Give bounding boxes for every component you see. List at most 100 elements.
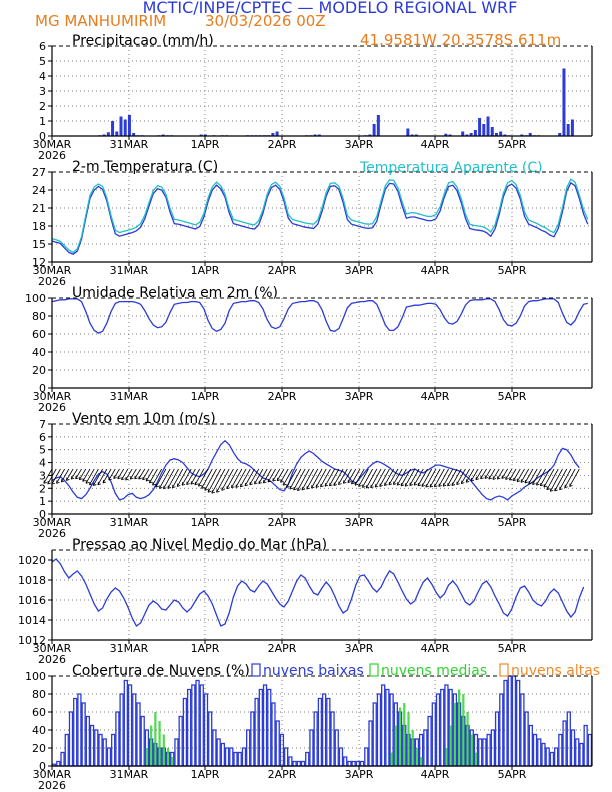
wind-arrow-head	[75, 475, 79, 480]
wind-arrow	[442, 468, 454, 487]
precip-bar	[558, 133, 562, 136]
x-tick-label: 30MAR	[33, 264, 72, 277]
wind-arrow-head	[365, 485, 370, 489]
y-tick-label: 1	[39, 495, 46, 508]
y-tick-label: 3	[39, 85, 46, 98]
x-tick-label: 5APR	[498, 390, 527, 403]
wind-arrow	[501, 468, 508, 479]
wind-arrow	[413, 468, 424, 486]
wind-arrow-head	[231, 484, 235, 489]
cloud-bar-low	[140, 715, 145, 767]
wind-arrow-head	[559, 486, 563, 491]
wind-arrow	[351, 468, 361, 485]
y-tick-label: 4	[39, 457, 46, 470]
wind-arrow	[92, 468, 103, 486]
y-tick-label: 5	[39, 444, 46, 457]
panel-1: 0 1 2 3 4 5 6 30MAR 31MAR 1APR 2APR 3APR 4APR 5APR 202…	[33, 33, 593, 162]
wind-arrow	[343, 468, 352, 484]
cloud-bar-low	[85, 715, 91, 767]
x-tick-label: 3APR	[345, 264, 374, 277]
wind-arrow	[190, 468, 201, 485]
precip-bar	[469, 133, 473, 136]
cloud-bar-low	[579, 742, 584, 767]
precip-bar	[111, 121, 115, 136]
cloud-bar-low	[520, 693, 525, 767]
wind-arrow-head	[425, 484, 429, 488]
y-tick-label: 80	[32, 688, 46, 701]
x-tick-label: 30MAR	[33, 390, 72, 403]
wind-arrow-head	[155, 484, 159, 488]
x-year-label: 2026	[38, 401, 66, 414]
wind-arrow-head	[97, 481, 102, 486]
y-tick-label: 2	[39, 482, 46, 495]
wind-arrow-head	[289, 486, 293, 490]
wind-arrow-head	[536, 482, 540, 486]
panel-6: 0 20 40 60 80 100 30MAR 31MAR 1APR 2APR 3APR 4APR 5A…	[25, 663, 600, 792]
cloud-bar-low	[216, 738, 221, 767]
wind-arrow-head	[442, 483, 447, 487]
header-run-time: 30/03/2026 00Z	[205, 12, 326, 30]
cloud-bar-low	[343, 756, 348, 767]
cloud-bar-low	[553, 747, 559, 767]
cloud-bar-low	[381, 684, 386, 767]
cloud-bar-low	[123, 679, 128, 767]
cloud-bar-low	[73, 697, 78, 767]
wind-arrow-head	[539, 482, 544, 487]
x-tick-label: 5APR	[498, 516, 527, 529]
wind-arrow-head	[338, 481, 342, 485]
wind-arrow-head	[204, 487, 208, 491]
wind-arrow	[293, 468, 306, 491]
wind-arrow-head	[333, 482, 337, 486]
precip-bar	[313, 134, 317, 136]
wind-arrow	[384, 468, 395, 486]
wind-arrow-head	[280, 479, 284, 483]
wind-arrow-head	[429, 484, 434, 488]
wind-arrow-head	[286, 484, 290, 488]
wind-arrow	[198, 468, 209, 487]
wind-arrow	[125, 468, 133, 481]
cloud-bar-mid	[403, 703, 406, 766]
precip-bar	[372, 124, 376, 136]
wind-arrow	[465, 468, 475, 483]
cloud-bar-low	[64, 733, 69, 767]
wind-arrow	[102, 468, 112, 484]
y-tick-label: 40	[32, 346, 46, 359]
wind-arrow	[460, 468, 471, 484]
wind-arrow-head	[82, 478, 86, 482]
wind-arrow	[456, 468, 466, 485]
x-tick-label: 31MAR	[110, 138, 149, 151]
y-tick-label: 20	[32, 742, 46, 755]
cloud-bar-mid	[466, 712, 469, 766]
wind-arrow	[528, 468, 538, 485]
y-tick-label: 20	[32, 364, 46, 377]
wind-arrow	[263, 468, 272, 484]
wind-arrow	[365, 468, 378, 489]
wind-arrow-head	[244, 482, 249, 487]
cloud-bar-low	[587, 733, 593, 767]
wind-arrow	[404, 468, 416, 487]
legend-low-clouds-box	[251, 663, 261, 677]
wind-arrow-head	[221, 487, 225, 491]
precip-bar	[119, 116, 123, 136]
x-tick-label: 3APR	[345, 768, 374, 781]
wind-arrow-head	[249, 481, 253, 486]
cloud-bar-low	[537, 738, 542, 767]
x-tick-label: 1APR	[191, 138, 220, 151]
wind-arrow	[492, 468, 500, 480]
wind-arrow	[509, 468, 517, 481]
wind-arrow-head	[447, 482, 451, 487]
wind-arrow-head	[460, 480, 465, 485]
wind-arrow-head	[176, 483, 181, 487]
wind-arrow	[181, 468, 192, 486]
cloud-bar-low	[326, 697, 331, 767]
wind-arrow-head	[354, 482, 359, 486]
precip-bar	[566, 124, 570, 136]
cloud-bar-low	[541, 742, 546, 767]
x-tick-label: 30MAR	[33, 138, 72, 151]
series-line-1	[51, 439, 580, 501]
cloud-bar-low	[174, 738, 179, 767]
cloud-bar-mid	[420, 757, 423, 766]
y-tick-label: 4	[39, 70, 46, 83]
wind-arrow-head	[108, 477, 112, 481]
x-tick-label: 31MAR	[110, 264, 149, 277]
